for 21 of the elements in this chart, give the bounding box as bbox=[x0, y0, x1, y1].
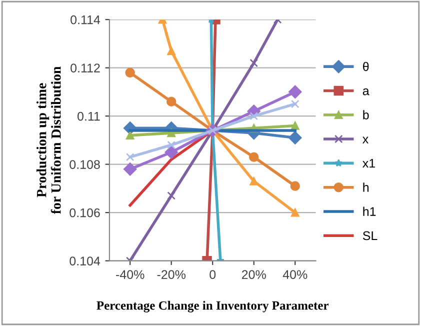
legend-label: h bbox=[363, 182, 369, 192]
y-tick-label: 0.112 bbox=[70, 64, 100, 72]
x-tick-label: 0 bbox=[210, 270, 216, 280]
y-axis-title: Production up time for Uniform Distribution bbox=[36, 66, 61, 214]
legend-label: h1 bbox=[363, 206, 376, 216]
y-tick-label: 0.106 bbox=[70, 208, 100, 218]
y-tick-label: 0.11 bbox=[78, 112, 100, 121]
legend-label: a bbox=[362, 88, 370, 96]
y-tick-label: 0.104 bbox=[70, 256, 100, 266]
y-tick-label: 0.108 bbox=[70, 160, 100, 169]
legend-label: SL bbox=[362, 231, 378, 240]
x-tick-label: 20% bbox=[242, 270, 266, 280]
y-tick-label: 0.114 bbox=[70, 15, 100, 24]
legend-label: θ bbox=[363, 62, 369, 72]
x-tick-label: 40% bbox=[282, 270, 308, 280]
legend-label: b bbox=[363, 110, 369, 120]
x-tick-label: -20% bbox=[157, 270, 186, 280]
x-tick-label: -40% bbox=[116, 270, 144, 280]
legend-label: x1 bbox=[362, 158, 375, 168]
x-axis-title: Percentage Change in Inventory Parameter bbox=[96, 300, 329, 312]
legend-label: x bbox=[362, 136, 368, 144]
